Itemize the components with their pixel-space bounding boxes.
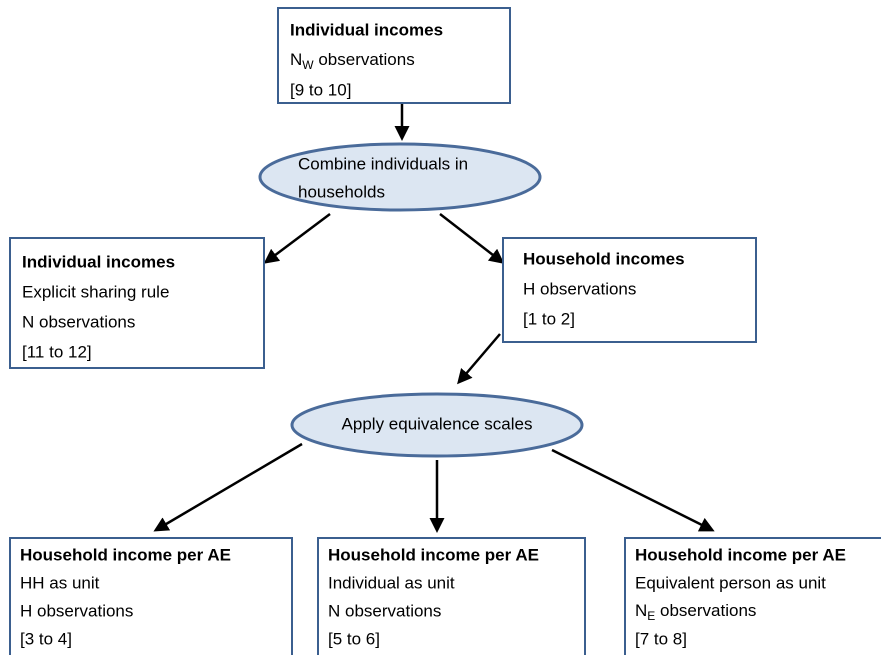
box-line: N observations (328, 601, 441, 620)
box-frame (317, 537, 586, 655)
line-base: N (290, 50, 302, 69)
line-rest: observations (655, 601, 756, 620)
step-label: households (298, 182, 385, 201)
step-label: Combine individuals in (298, 154, 468, 173)
box-frame (277, 7, 511, 104)
box-line: N observations (22, 312, 135, 331)
arrow (153, 442, 303, 532)
box-frame (502, 237, 757, 343)
box: Individual incomes Explicit sharing rule N… (9, 237, 265, 369)
box-title: Household income per AE (635, 545, 846, 564)
step-label: Apply equivalence scales (342, 414, 533, 433)
box-line: [7 to 8] (635, 629, 687, 648)
box-line: H observations (523, 279, 636, 298)
arrow (263, 213, 331, 264)
box: Household income per AE HH as unit H obser… (9, 537, 293, 655)
box-line: NE observations (635, 601, 756, 623)
box-line: Equivalent person as unit (635, 573, 826, 592)
box-title: Household income per AE (20, 545, 231, 564)
box: Household income per AE Equivalent person… (624, 537, 881, 655)
process-step: Combine individuals in households (258, 142, 542, 212)
box-line: Explicit sharing rule (22, 282, 169, 301)
box-line: [9 to 10] (290, 80, 351, 99)
box-line: HH as unit (20, 573, 100, 592)
box-line: Individual as unit (328, 573, 455, 592)
box-line: NW observations (290, 50, 415, 72)
line-base: N (635, 601, 647, 620)
box-line: [1 to 2] (523, 309, 575, 328)
box-title: Household income per AE (328, 545, 539, 564)
box-frame (624, 537, 881, 655)
box-line: [3 to 4] (20, 629, 72, 648)
process-step: Apply equivalence scales (290, 392, 584, 458)
arrow (439, 213, 505, 264)
line-subscript: E (647, 609, 655, 623)
box-frame (9, 237, 265, 369)
box-title: Individual incomes (290, 20, 443, 39)
arrow (551, 448, 715, 532)
box-frame (9, 537, 293, 655)
arrow (457, 333, 501, 385)
box-title: Household incomes (523, 249, 685, 268)
line-subscript: W (302, 58, 314, 72)
step-ellipse (258, 142, 542, 212)
box: Individual incomes NW observations [9 to 1… (277, 7, 511, 104)
step-ellipse (290, 392, 584, 458)
arrows (153, 103, 715, 533)
line-rest: observations (314, 50, 415, 69)
box-line: [11 to 12] (22, 342, 92, 361)
box-title: Individual incomes (22, 252, 175, 271)
box-line: [5 to 6] (328, 629, 380, 648)
box: Household income per AE Individual as uni… (317, 537, 586, 655)
box-line: H observations (20, 601, 133, 620)
box: Household incomes H observations [1 to 2] (502, 237, 757, 343)
